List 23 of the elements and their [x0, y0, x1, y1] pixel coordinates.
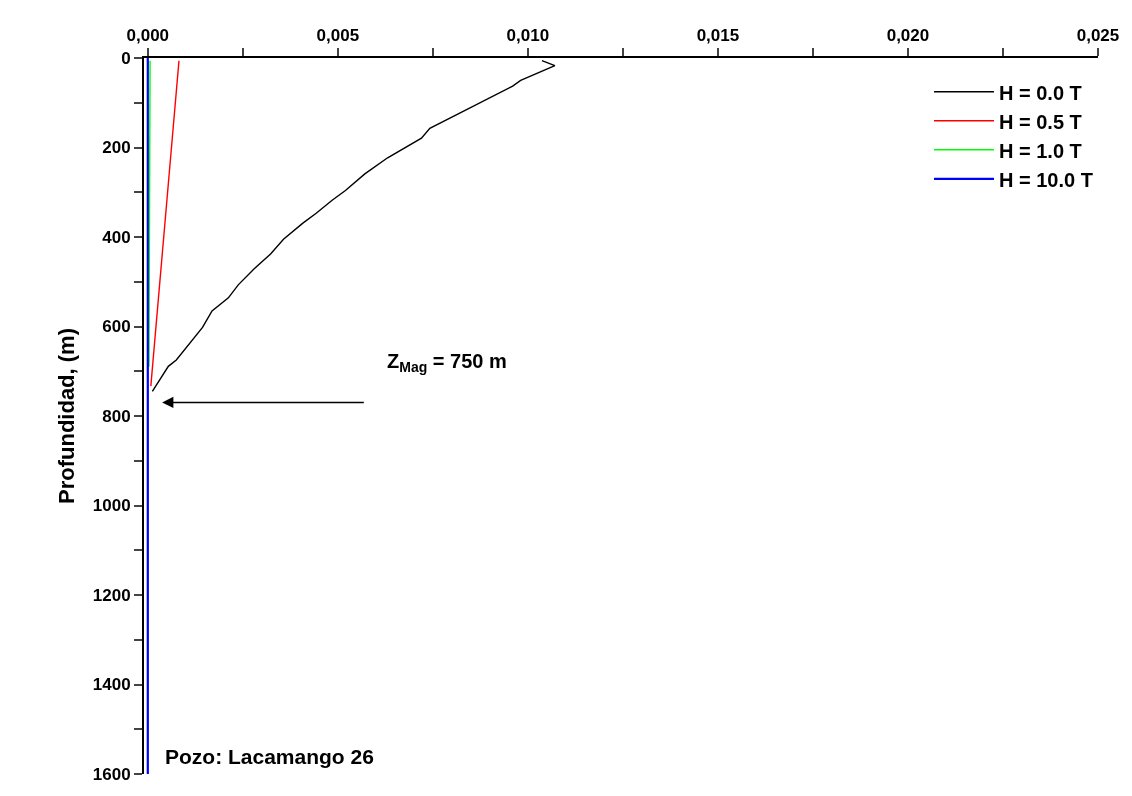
y-tick-label: 1000 — [92, 496, 131, 516]
x-tick-label: 0,010 — [506, 26, 550, 46]
line-series — [151, 59, 556, 393]
y-tick-label: 1400 — [92, 675, 131, 695]
legend-label: H = 0.5 T — [999, 110, 1082, 133]
annotation: Pozo: Lacamango 26 — [165, 745, 374, 768]
y-tick-label: 600 — [102, 317, 131, 337]
x-tick-label: 0,000 — [126, 26, 170, 46]
annotation: Z$_{Mag}$ = 750 m — [387, 350, 507, 376]
legend-label: H = 10.0 T — [999, 168, 1093, 191]
y-tick-label: 400 — [102, 227, 131, 247]
y-axis-title: Profundidad, (m) — [54, 328, 80, 504]
x-tick-label: 0,020 — [886, 26, 930, 46]
y-tick-label: 0 — [121, 48, 131, 68]
legend-label: H = 1.0 T — [999, 139, 1082, 162]
x-tick-label: 0,015 — [696, 26, 740, 46]
y-tick-label: 1600 — [92, 764, 131, 784]
x-tick-label: 0,005 — [316, 26, 360, 46]
legend-label: H = 0.0 T — [999, 81, 1082, 104]
y-tick-label: 800 — [102, 406, 131, 426]
x-tick-label: 0,025 — [1076, 26, 1120, 46]
y-tick-label: 200 — [102, 138, 131, 158]
y-tick-label: 1200 — [92, 585, 131, 605]
